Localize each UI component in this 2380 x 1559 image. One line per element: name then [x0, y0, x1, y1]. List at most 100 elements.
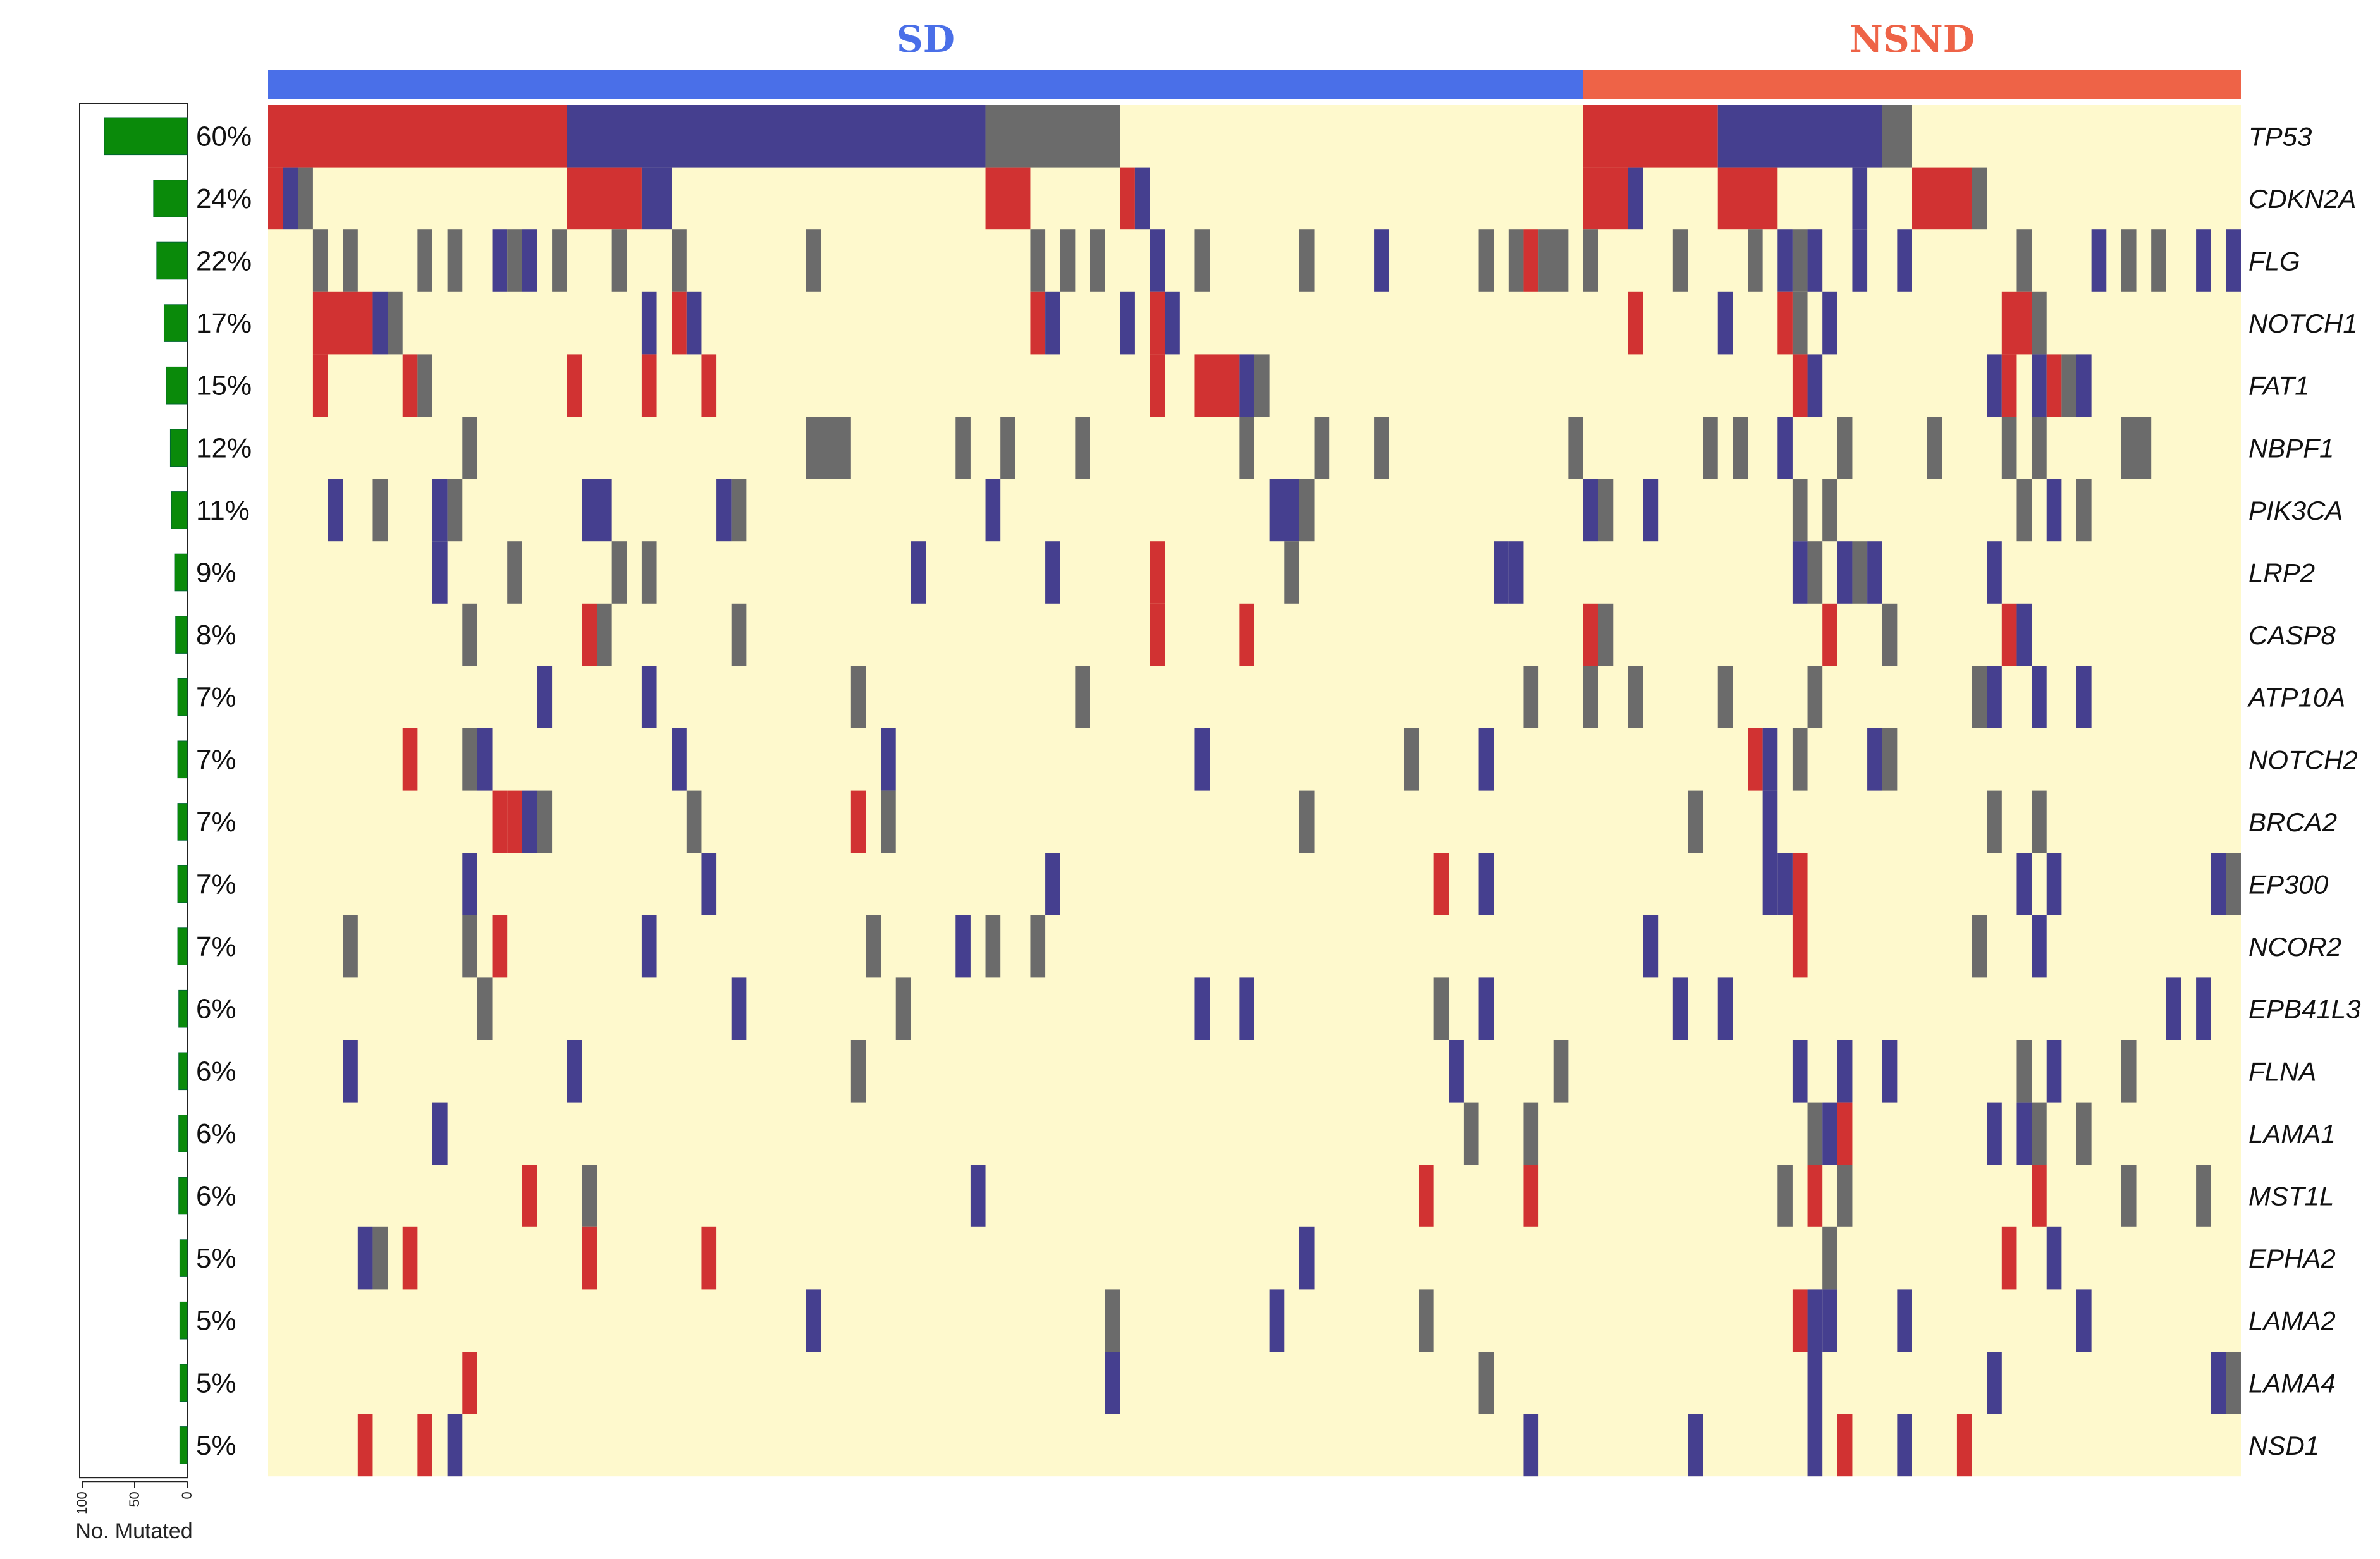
mutation-cell — [552, 229, 567, 292]
mutation-cell — [1972, 167, 1987, 230]
mutation-cell — [1807, 1414, 1823, 1477]
mutation-cell — [522, 1165, 537, 1227]
mutation-cell — [1194, 229, 1210, 292]
gene-label: LAMA4 — [2248, 1368, 2336, 1398]
frequency-bar — [171, 491, 188, 529]
mutation-cell — [1523, 1102, 1539, 1165]
mutation-cell — [1523, 1165, 1539, 1227]
percent-label: 6% — [196, 1181, 236, 1212]
mutation-cell — [1254, 354, 1270, 417]
mutation-cell — [432, 1102, 448, 1165]
mutation-cell — [1672, 229, 1688, 292]
mutation-cell — [1733, 417, 1748, 479]
mutation-cell — [1239, 354, 1254, 417]
mutation-cell — [2001, 354, 2017, 417]
mutation-cell — [447, 1414, 463, 1477]
mutation-cell — [1688, 790, 1703, 853]
mutation-cell — [1837, 1040, 1853, 1103]
mutation-cell — [1792, 728, 1808, 791]
grid-background — [268, 105, 2241, 1477]
mutation-cell — [357, 1226, 373, 1290]
mutation-cell — [1822, 1289, 1837, 1352]
mutation-cell — [1030, 229, 1046, 292]
mutation-cell — [850, 790, 866, 853]
mutation-cell — [1987, 1102, 2002, 1165]
percent-label: 17% — [196, 308, 252, 339]
mutation-cell — [806, 229, 821, 292]
gene-label: FLG — [2248, 247, 2300, 276]
mutation-cell — [731, 977, 747, 1040]
mutation-cell — [641, 666, 657, 728]
mutation-cell — [2046, 853, 2062, 915]
mutation-cell — [417, 229, 432, 292]
mutation-cell — [1299, 1226, 1315, 1290]
mutation-cell — [821, 417, 851, 479]
group-label-nsnd: NSND — [1849, 18, 1975, 61]
mutation-cell — [582, 1165, 597, 1227]
mutation-cell — [985, 167, 1031, 230]
mutation-cell — [2016, 853, 2032, 915]
mutation-cell — [1972, 666, 1987, 728]
mutation-cell — [1987, 1352, 2002, 1414]
mutation-cell — [1643, 915, 1659, 978]
mutation-cell — [1852, 541, 1868, 604]
frequency-bar — [177, 927, 188, 965]
mutation-cell — [522, 229, 537, 292]
mutation-cell — [1075, 417, 1090, 479]
mutation-cell — [1837, 1165, 1853, 1227]
mutation-cell — [2032, 354, 2047, 417]
mutation-cell — [312, 291, 373, 355]
mutation-cell — [1822, 1102, 1837, 1165]
frequency-bar — [169, 429, 188, 467]
percent-label: 8% — [196, 620, 236, 651]
mutation-cell — [1882, 728, 1898, 791]
mutation-cell — [1030, 291, 1046, 355]
mutation-cell — [1045, 853, 1060, 915]
mutation-cell — [522, 790, 537, 853]
mutation-cell — [1523, 229, 1539, 292]
gene-label: EPB41L3 — [2248, 994, 2360, 1024]
mutation-cell — [1882, 603, 1898, 666]
mutation-cell — [537, 790, 553, 853]
mutation-cell — [716, 479, 732, 542]
mutation-cell — [2016, 1102, 2032, 1165]
mutation-cell — [388, 291, 403, 355]
mutation-cell — [1852, 167, 1868, 230]
mutation-cell — [2016, 479, 2032, 542]
mutation-cell — [2076, 1102, 2092, 1165]
mutation-cell — [2196, 229, 2211, 292]
mutation-cell — [1807, 541, 1823, 604]
gene-label: ATP10A — [2247, 683, 2345, 712]
mutation-cell — [343, 915, 358, 978]
mutation-cell — [1792, 291, 1808, 355]
mutation-cell — [1792, 853, 1808, 915]
mutation-cell — [2032, 666, 2047, 728]
mutation-cell — [641, 167, 672, 230]
mutation-cell — [1777, 229, 1793, 292]
mutation-cell — [1748, 728, 1763, 791]
mutation-cell — [1583, 603, 1598, 666]
mutation-cell — [1987, 790, 2002, 853]
mutation-cell — [1807, 1102, 1823, 1165]
gene-labels: 60% TP53 24% CDKN2A 22% FLG 17% NOTCH1 15% FAT1 12… — [196, 121, 2360, 1461]
mutation-cell — [417, 1414, 432, 1477]
mutation-cell — [1150, 291, 1165, 355]
mutation-cell — [1792, 1040, 1808, 1103]
mutation-cell — [1583, 167, 1628, 230]
mutation-cell — [1478, 853, 1494, 915]
mutation-cell — [2016, 603, 2032, 666]
percent-label: 7% — [196, 869, 236, 900]
mutation-cell — [1239, 977, 1254, 1040]
mutation-cell — [2151, 229, 2166, 292]
mutation-cell — [2121, 417, 2152, 479]
mutation-cell — [1777, 291, 1793, 355]
mutation-cell — [1105, 1352, 1120, 1414]
mutation-cell — [1419, 1165, 1434, 1227]
mutation-cell — [1598, 479, 1614, 542]
percent-label: 9% — [196, 558, 236, 589]
mutation-cell — [2121, 1165, 2137, 1227]
mutation-cell — [1239, 603, 1254, 666]
mutation-cell — [1822, 291, 1837, 355]
gene-label: NOTCH1 — [2248, 309, 2358, 338]
mutation-cell — [1478, 977, 1494, 1040]
